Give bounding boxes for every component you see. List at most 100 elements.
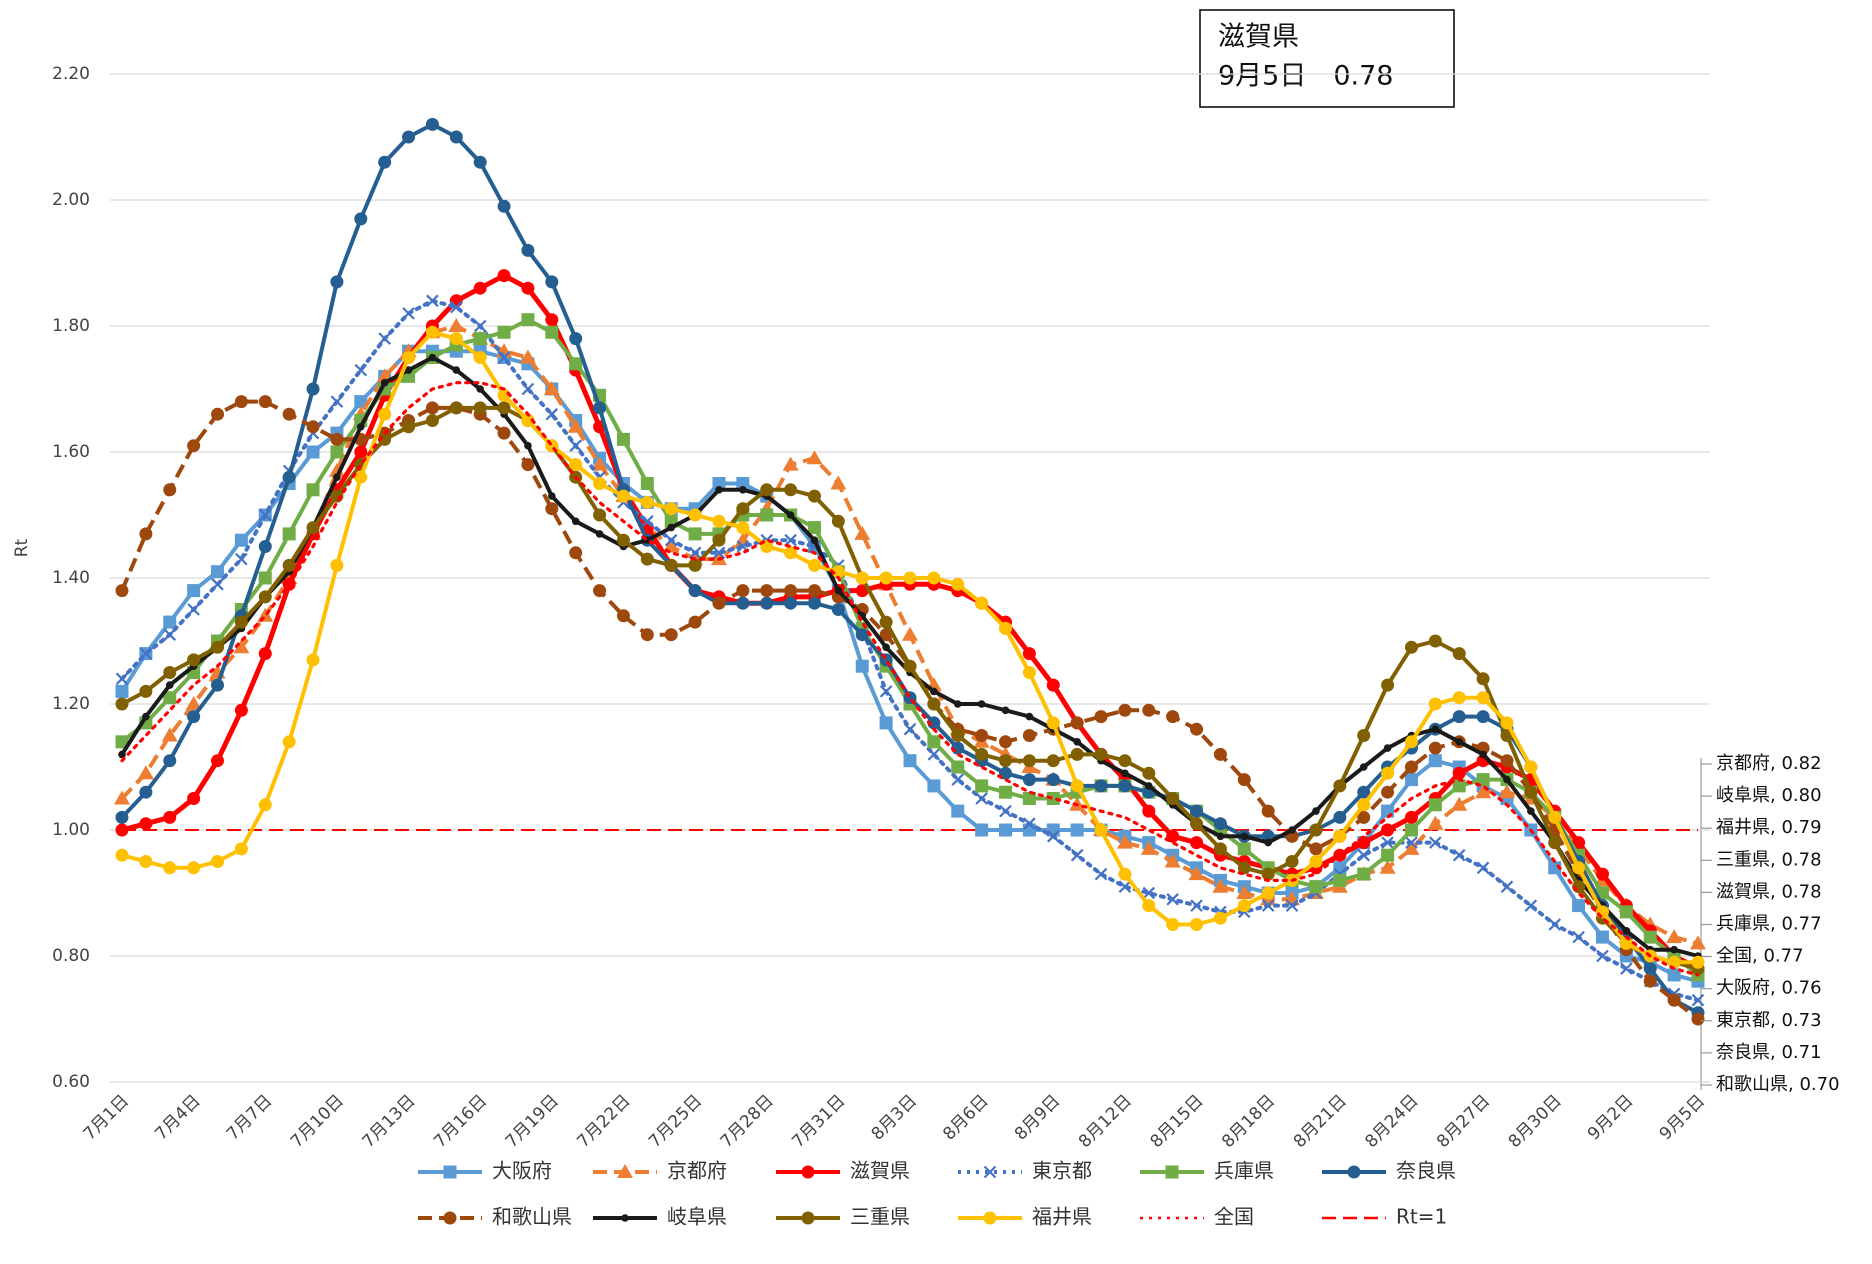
annotation-title: 滋賀県 [1218, 22, 1299, 53]
legend-marker [443, 1165, 457, 1179]
point [1070, 823, 1084, 837]
point [233, 639, 250, 654]
point [930, 687, 938, 696]
point [543, 381, 560, 395]
point [1190, 804, 1204, 818]
point [115, 810, 129, 824]
point [1381, 678, 1395, 692]
point [879, 716, 893, 730]
point [380, 378, 389, 387]
point [1023, 817, 1036, 830]
legend-marker [1347, 1165, 1361, 1179]
point [760, 508, 774, 522]
y-tick-label: 1.40 [52, 568, 90, 588]
point [1524, 760, 1538, 774]
point [1595, 905, 1609, 919]
point [1452, 710, 1466, 724]
point [356, 423, 365, 431]
point [569, 357, 583, 371]
point [831, 603, 845, 616]
y-tick-label: 1.20 [52, 694, 90, 714]
end-label: 全国, 0.77 [1716, 946, 1804, 967]
point [187, 710, 201, 724]
point [1046, 678, 1060, 692]
point [593, 584, 607, 598]
point [1357, 729, 1371, 742]
point [641, 515, 654, 528]
point [951, 577, 965, 591]
point [1691, 993, 1705, 1007]
point [258, 508, 272, 522]
point [1383, 744, 1392, 752]
point [139, 855, 153, 868]
point [569, 439, 582, 452]
point [1264, 838, 1272, 847]
point [1498, 784, 1515, 799]
point [1405, 836, 1418, 849]
point [1285, 899, 1299, 912]
point [115, 823, 129, 837]
point [1572, 930, 1585, 944]
point [830, 475, 847, 490]
point [163, 754, 177, 768]
point [1572, 836, 1586, 850]
point [234, 395, 248, 409]
point [879, 615, 893, 629]
point [1261, 867, 1275, 881]
point [715, 486, 723, 494]
point [640, 477, 654, 490]
point [115, 848, 129, 862]
point [521, 243, 535, 257]
point [712, 477, 726, 490]
point [161, 727, 178, 742]
point [452, 366, 461, 374]
point [548, 492, 556, 500]
point [1428, 697, 1442, 711]
point [977, 700, 986, 708]
point [258, 647, 272, 661]
point [211, 678, 225, 692]
point [1359, 763, 1368, 771]
point [806, 450, 823, 465]
point [1070, 779, 1084, 793]
point [1427, 815, 1444, 830]
point [831, 514, 845, 528]
point [855, 571, 869, 585]
point [1022, 792, 1036, 805]
point [115, 697, 129, 711]
point [1046, 830, 1060, 843]
end-label: 東京都, 0.73 [1716, 1010, 1822, 1031]
point [1357, 848, 1370, 862]
point [736, 502, 750, 516]
point [1046, 754, 1060, 768]
point [1428, 754, 1442, 768]
point [306, 521, 320, 535]
point [258, 590, 272, 604]
point [1451, 796, 1468, 811]
point [1070, 848, 1084, 862]
point [1213, 842, 1227, 856]
point [1140, 840, 1157, 855]
point [1403, 840, 1420, 855]
end-label: 和歌山県, 0.70 [1716, 1074, 1840, 1095]
point [282, 735, 296, 749]
point [1309, 842, 1323, 856]
point [855, 628, 869, 642]
point [1237, 861, 1251, 875]
point [234, 703, 248, 717]
point [1404, 823, 1418, 837]
point [1548, 918, 1562, 931]
point [330, 445, 344, 459]
point [211, 578, 224, 591]
end-label: 福井県, 0.79 [1716, 817, 1822, 838]
point [1524, 785, 1538, 799]
point [1381, 848, 1395, 862]
point [640, 552, 654, 566]
point [115, 672, 129, 686]
point [999, 621, 1013, 635]
point [1381, 766, 1395, 780]
point [330, 558, 344, 572]
point [282, 558, 296, 572]
point [1452, 691, 1466, 705]
